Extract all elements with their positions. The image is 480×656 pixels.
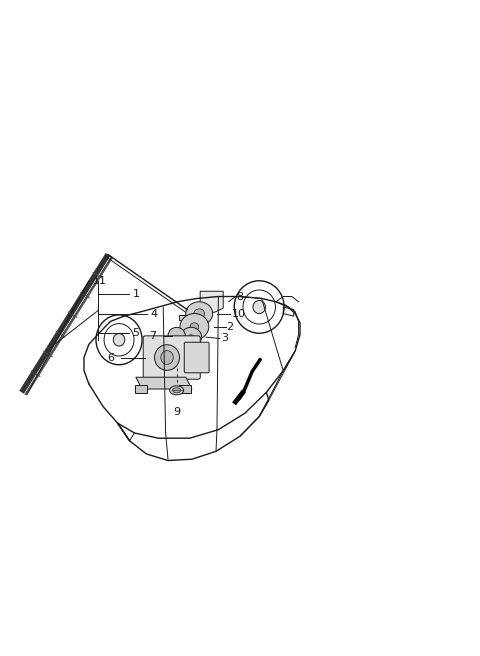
- Text: 2: 2: [227, 321, 234, 332]
- Ellipse shape: [168, 327, 185, 344]
- Ellipse shape: [194, 309, 204, 318]
- Text: 10: 10: [231, 308, 245, 319]
- Polygon shape: [200, 291, 223, 312]
- Text: 1: 1: [132, 289, 140, 299]
- Text: 7: 7: [149, 331, 156, 341]
- Ellipse shape: [169, 386, 184, 395]
- Text: 4: 4: [151, 308, 158, 319]
- Ellipse shape: [173, 388, 180, 393]
- FancyBboxPatch shape: [184, 342, 209, 373]
- Text: 8: 8: [236, 291, 243, 302]
- Ellipse shape: [190, 323, 199, 331]
- Ellipse shape: [186, 302, 213, 325]
- Ellipse shape: [180, 314, 209, 340]
- Polygon shape: [179, 315, 197, 327]
- Text: 9: 9: [173, 407, 180, 417]
- Ellipse shape: [155, 345, 180, 370]
- Ellipse shape: [161, 351, 173, 365]
- Bar: [135, 385, 147, 393]
- Polygon shape: [136, 377, 192, 389]
- Ellipse shape: [189, 335, 194, 340]
- Bar: [179, 385, 191, 393]
- Text: 5: 5: [132, 328, 140, 338]
- Text: 6: 6: [107, 352, 114, 363]
- FancyBboxPatch shape: [143, 336, 200, 379]
- Ellipse shape: [180, 327, 202, 347]
- Ellipse shape: [253, 300, 265, 314]
- Text: 11: 11: [93, 276, 107, 286]
- Ellipse shape: [113, 333, 125, 346]
- Text: 3: 3: [221, 333, 228, 344]
